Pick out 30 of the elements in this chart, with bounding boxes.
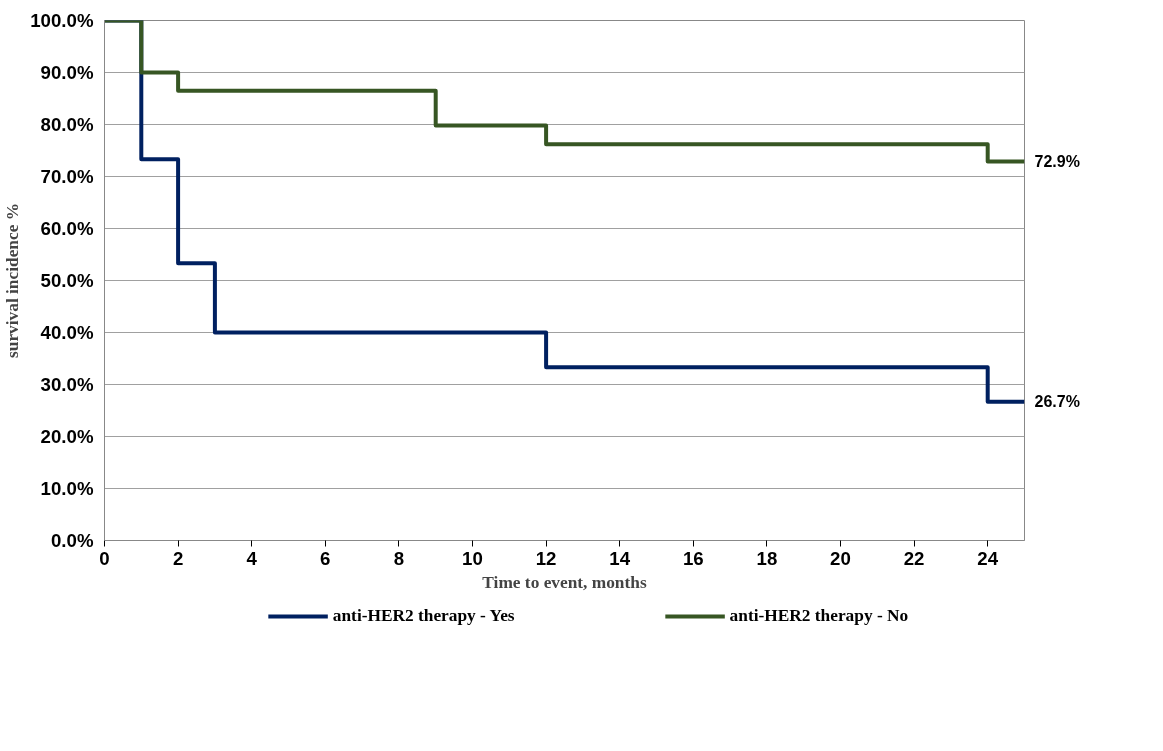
y-tick-label: 70.0% [40, 166, 94, 187]
x-tick-label: 20 [830, 547, 851, 569]
x-tick-label: 4 [246, 547, 258, 569]
x-tick-label: 14 [609, 547, 631, 569]
x-tick-label: 22 [903, 547, 925, 569]
legend-label: anti-HER2 therapy - No [729, 606, 909, 626]
x-tick-label: 2 [172, 547, 184, 569]
y-tick-label: 10.0% [40, 478, 94, 499]
y-tick-label: 60.0% [40, 218, 94, 239]
y-tick-label: 40.0% [40, 322, 94, 343]
y-tick-label: 30.0% [40, 374, 94, 395]
y-tick-label: 50.0% [40, 270, 94, 291]
x-tick-label: 6 [320, 547, 331, 569]
x-tick-label: 18 [756, 547, 778, 569]
y-axis-title: survival incidence % [3, 202, 23, 358]
x-tick-label: 8 [393, 547, 405, 569]
y-tick-label: 80.0% [40, 114, 94, 135]
y-tick-label: 20.0% [40, 426, 94, 447]
x-tick-label: 12 [535, 547, 557, 569]
y-tick-label: 0.0% [50, 530, 94, 551]
y-tick-label: 90.0% [40, 62, 94, 83]
x-tick-label: 16 [682, 547, 704, 569]
y-tick-label: 100.0% [30, 10, 94, 31]
x-tick-label: 10 [462, 547, 483, 569]
legend-label: anti-HER2 therapy - Yes [332, 606, 515, 626]
annotation: 26.7% [1034, 393, 1080, 411]
x-axis-title: Time to event, months [482, 572, 647, 592]
annotation: 72.9% [1034, 152, 1080, 170]
x-tick-label: 24 [977, 547, 999, 569]
x-tick-label: 0 [99, 547, 110, 569]
